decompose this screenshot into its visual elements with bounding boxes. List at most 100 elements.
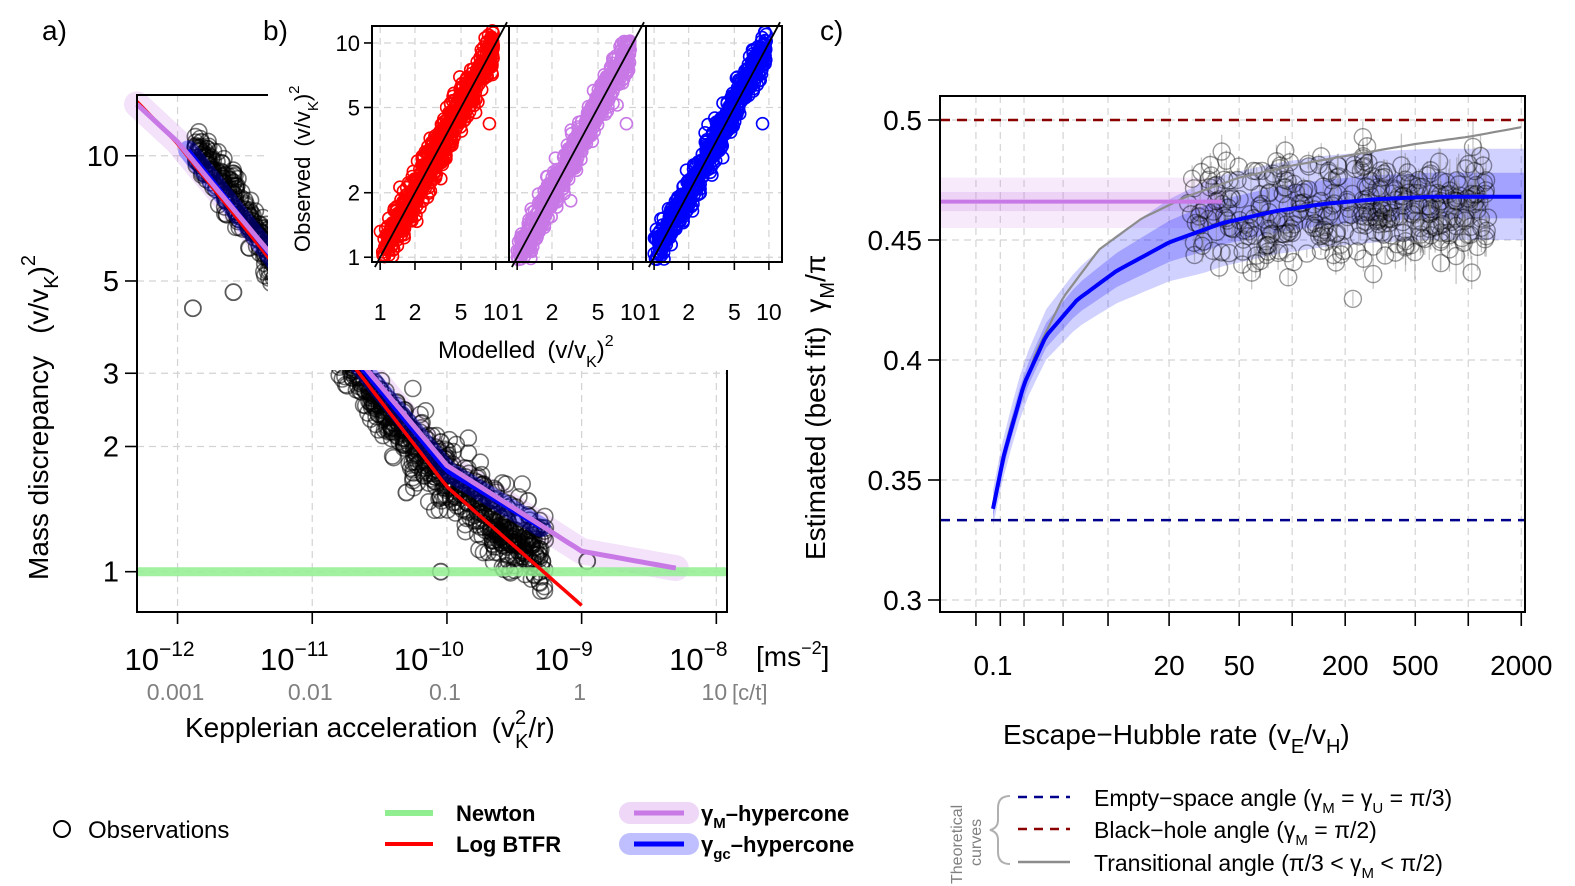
c-observation [1256,237,1275,256]
c-observation [1432,211,1451,231]
c-observation [1347,242,1367,261]
c-observation [1314,220,1334,240]
b-xtick-label: 2 [682,299,695,325]
c-observation [1345,159,1365,179]
c-observation [1372,200,1391,220]
c-observation [1261,225,1280,244]
c-observation [1301,215,1320,234]
panel-b-ylabel: Observed(v/vK)2 [286,85,322,252]
legend-logbtfr-label: Log BTFR [456,832,561,857]
c-observation [1375,214,1394,233]
c-observation [1209,258,1229,277]
c-observation [1462,263,1481,282]
c-observation [1310,227,1329,246]
observation-point [505,534,524,553]
b-point [581,99,596,114]
c-observation [1250,251,1270,271]
c-observation [1420,219,1439,239]
c-observation [1381,203,1400,222]
c-xtick-label: 500 [1392,650,1439,681]
panel-a-unit-alt: [c/t] [732,680,767,705]
observation-point [382,422,401,441]
legend-black-hole-label: Black−hole angle (γM = π/2) [1094,817,1377,849]
legend-transitional-label: Transitional angle (π/3 < γM < π/2) [1094,850,1443,882]
c-ytick-label: 0.4 [883,345,922,376]
c-observation [1431,191,1451,211]
c-observation [1473,156,1493,175]
c-observation [1478,208,1498,227]
b-point [515,237,530,251]
c-observation [1367,178,1387,197]
c-ytick-label: 0.5 [883,105,922,136]
c-observation [1209,190,1229,209]
c-observation [1420,204,1440,224]
b-point [609,49,623,63]
c-xtick-label: 20 [1154,650,1185,681]
panel-a-xlabel: Kepplerian acceleration (v2 K/r) [185,707,555,753]
c-observation [1362,202,1381,222]
b-identity-line [511,21,645,268]
b-point [708,138,723,153]
c-observation [1311,241,1331,260]
c-observation [1476,181,1496,200]
c-observation [1421,199,1441,219]
panel-c-ylabel: Estimated (best fit)γM/π [800,255,839,560]
c-observation [1343,289,1363,309]
b-point [746,81,761,96]
c-observation [1461,225,1480,245]
c-observation [1421,161,1440,180]
c-observation [1288,204,1308,223]
c-observation [1355,156,1374,176]
c-observation [1314,199,1333,219]
c-observation [1471,146,1490,166]
c-observation [1443,191,1462,210]
b-point [588,102,603,117]
c-observation [1317,206,1336,225]
c-observation [1379,213,1399,233]
b-point [401,200,416,215]
c-observation [1411,225,1430,244]
c-observation [1420,216,1440,235]
c-observation [1386,243,1405,262]
b-subpanel-frame [645,25,783,263]
b-xtick-label: 1 [648,299,661,325]
c-observation [1396,236,1415,256]
a-ytick-label: 2 [103,431,119,463]
c-observation [1368,202,1388,222]
c-observation [1329,167,1349,186]
observation-point [496,531,515,549]
c-ytick-label: 0.35 [868,465,923,496]
gc-line [991,194,1522,510]
c-observation [1217,208,1236,228]
c-observation [1396,170,1415,189]
c-observation [1230,189,1249,209]
c-observation [1244,161,1263,181]
c-observation [1367,184,1387,204]
c-observation [1298,201,1317,221]
b-point [396,224,411,238]
c-observation [1349,227,1369,246]
c-observation [1458,225,1478,245]
c-observation [1184,179,1204,198]
panel-a-unit-main: [ms−2] [756,638,829,672]
c-observation [1205,176,1224,195]
observation-point [425,501,444,520]
observation-point [493,474,512,492]
c-observation [1268,243,1288,263]
c-observation [1257,245,1276,265]
panel-c-label: c) [820,15,843,46]
c-observation [1260,221,1279,240]
c-observation [1344,155,1364,175]
c-observation [1377,162,1397,181]
c-observation [1327,223,1347,243]
observation-point [459,429,478,447]
c-observation [1371,168,1391,188]
c-observation [1393,223,1413,243]
a-xtick-label: 10−10 [394,638,464,677]
c-observation [1390,206,1409,226]
c-observation [1294,179,1314,199]
c-observation [1385,207,1405,227]
b-point [478,31,492,45]
c-observation [1355,207,1374,226]
c-observation [1181,205,1201,224]
